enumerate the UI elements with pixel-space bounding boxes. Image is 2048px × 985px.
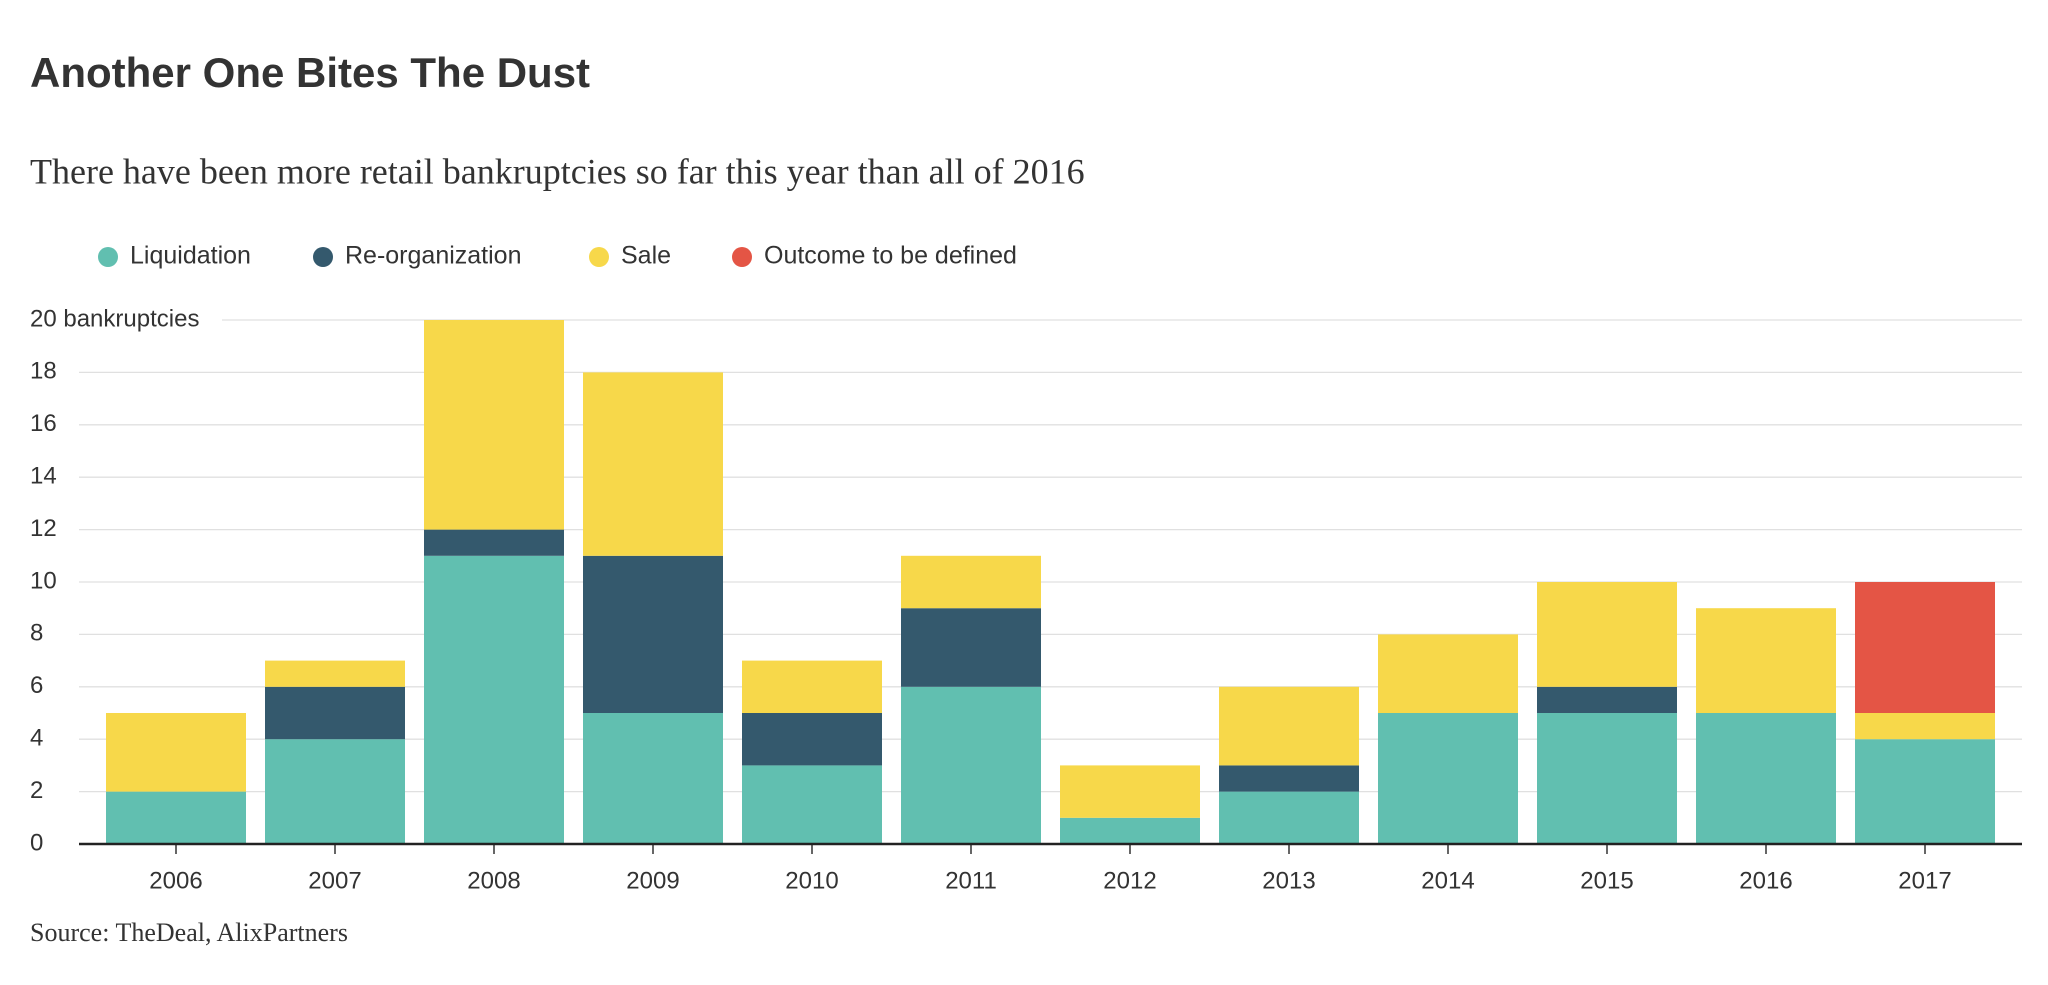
y-tick-label: 20 bankruptcies [30, 305, 199, 332]
x-tick-label: 2016 [1739, 867, 1792, 894]
bar-segment [583, 372, 723, 556]
x-tick-label: 2006 [149, 867, 202, 894]
bar-segment [265, 686, 405, 740]
y-tick-label: 2 [30, 777, 43, 804]
y-tick-label: 10 [30, 567, 57, 594]
bar-segment [106, 791, 246, 844]
bar-segment [424, 555, 564, 844]
bar-segment [1537, 582, 1677, 687]
source: Source: TheDeal, AlixPartners [30, 918, 348, 947]
bar-segment [1060, 765, 1200, 818]
legend-marker [313, 247, 333, 267]
bar-segment [1855, 713, 1995, 740]
bar-segment [583, 555, 723, 713]
bar-segment [1537, 713, 1677, 844]
x-tick-label: 2014 [1421, 867, 1474, 894]
bar-segment [742, 660, 882, 713]
x-tick-label: 2012 [1103, 867, 1156, 894]
legend-marker [732, 247, 752, 267]
bar-segment [1219, 791, 1359, 844]
legend-marker [589, 247, 609, 267]
x-tick-label: 2009 [626, 867, 679, 894]
chart-title: Another One Bites The Dust [30, 49, 590, 96]
y-tick-label: 12 [30, 515, 57, 542]
bar-segment [1855, 582, 1995, 713]
y-tick-label: 18 [30, 358, 57, 385]
y-tick-label: 8 [30, 620, 43, 647]
bar-segment [901, 555, 1041, 609]
bar-segment [1219, 686, 1359, 766]
x-tick-label: 2011 [945, 867, 997, 894]
y-tick-label: 4 [30, 725, 43, 752]
bar-segment [1696, 608, 1836, 713]
bar-segment [1378, 713, 1518, 844]
x-tick-label: 2017 [1898, 867, 1951, 894]
bar-segment [1696, 713, 1836, 844]
chart-subtitle: There have been more retail bankruptcies… [30, 151, 1085, 191]
bar-segment [265, 660, 405, 687]
y-tick-label: 6 [30, 672, 43, 699]
bar-segment [1219, 765, 1359, 792]
bar-segment [1537, 686, 1677, 713]
y-tick-label: 16 [30, 410, 57, 437]
bar-segment [424, 529, 564, 556]
bar-segment [424, 320, 564, 530]
bar-segment [1855, 739, 1995, 844]
y-tick-label: 0 [30, 829, 43, 856]
x-tick-label: 2008 [467, 867, 520, 894]
bar-segment [106, 713, 246, 792]
bar-segment [1060, 817, 1200, 844]
legend-label: Outcome to be defined [764, 242, 1017, 270]
y-tick-label: 14 [30, 463, 57, 490]
x-tick-label: 2007 [308, 867, 361, 894]
bar-segment [583, 713, 723, 844]
bar-segment [742, 713, 882, 766]
bar-segment [742, 765, 882, 844]
bar-segment [1378, 634, 1518, 713]
legend-label: Re-organization [345, 242, 522, 270]
x-tick-label: 2013 [1262, 867, 1315, 894]
legend-label: Sale [621, 242, 671, 270]
legend-label: Liquidation [130, 242, 251, 270]
legend-marker [98, 247, 118, 267]
bar-segment [265, 739, 405, 844]
bar-segment [901, 608, 1041, 687]
x-tick-label: 2010 [785, 867, 838, 894]
x-tick-label: 2015 [1580, 867, 1633, 894]
bar-segment [901, 686, 1041, 844]
